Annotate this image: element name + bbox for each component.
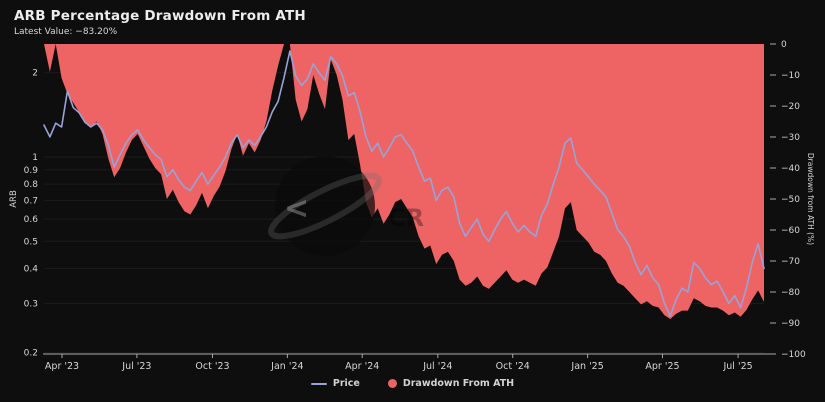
y-right-tick-label: −50 — [781, 195, 800, 205]
y-right-tick-label: −90 — [781, 319, 800, 329]
y-right-tick-label: −60 — [781, 226, 800, 236]
y-right-tick-label: −80 — [781, 288, 800, 298]
y-left-tick-label: 0.7 — [24, 196, 38, 206]
drawdown-area — [44, 44, 764, 319]
x-tick-label: Oct '24 — [496, 361, 530, 372]
x-tick-label: Oct '23 — [195, 361, 229, 372]
y-left-tick-label: 0.5 — [24, 237, 38, 247]
y-right-tick-label: −10 — [781, 71, 800, 81]
x-tick-label: Jan '24 — [270, 361, 303, 372]
x-tick-label: Apr '23 — [45, 361, 79, 372]
y-right-tick-label: −100 — [781, 350, 806, 360]
price-line-marker-icon — [310, 382, 327, 385]
y-right-tick-label: −30 — [781, 133, 800, 143]
watermark-chevron: < — [284, 191, 309, 226]
price-line — [43, 50, 765, 317]
y-right-axis-title: Drawdown from ATH (%) — [806, 153, 815, 245]
price-line-series — [43, 50, 765, 317]
x-tick-label: Apr '25 — [645, 361, 679, 372]
x-tick-label: Jul '23 — [121, 361, 151, 372]
axes: Apr '23 Jul '23 Oct '23 Jan '24 Apr '24 Jul '… — [9, 40, 815, 372]
y-left-tick-label: 2 — [32, 69, 38, 79]
y-left-tick-label: 0.6 — [24, 215, 39, 225]
x-tick-label: Jan '25 — [570, 361, 603, 372]
legend-item-price[interactable]: Price — [310, 378, 360, 389]
y-right-tick-label: 0 — [781, 40, 787, 50]
x-tick-label: Jul '25 — [722, 361, 752, 372]
drawdown-dot-marker-icon — [387, 379, 397, 388]
legend-label: Drawdown From ATH — [402, 378, 515, 389]
y-left-tick-label: 1 — [32, 153, 38, 163]
page-title: ARB Percentage Drawdown From ATH — [14, 8, 306, 24]
y-left-tick-label: 0.3 — [24, 299, 38, 309]
legend-label: Price — [332, 378, 360, 389]
y-right-tick-label: −40 — [781, 164, 800, 174]
chart-legend: Price Drawdown From ATH — [0, 378, 825, 389]
y-left-axis-title: ARB — [9, 190, 19, 208]
y-left-tick-label: 0.4 — [24, 264, 39, 274]
watermark-logo: < CR — [268, 156, 424, 256]
y-left-tick-label: 0.2 — [24, 349, 38, 359]
x-tick-label: Apr '24 — [345, 361, 379, 372]
watermark-disc — [275, 156, 375, 256]
drawdown-area-series — [44, 44, 764, 319]
watermark-text: CR — [388, 204, 424, 232]
latest-value-label: Latest Value: −83.20% — [14, 27, 118, 37]
y-right-tick-label: −20 — [781, 102, 800, 112]
y-left-tick-label: 0.8 — [24, 180, 39, 190]
y-right-tick-label: −70 — [781, 257, 800, 267]
legend-item-drawdown-from-ath[interactable]: Drawdown From ATH — [387, 378, 515, 389]
x-tick-label: Jul '24 — [422, 361, 452, 372]
watermark-ring — [268, 172, 382, 240]
y-left-tick-label: 0.9 — [24, 166, 39, 176]
